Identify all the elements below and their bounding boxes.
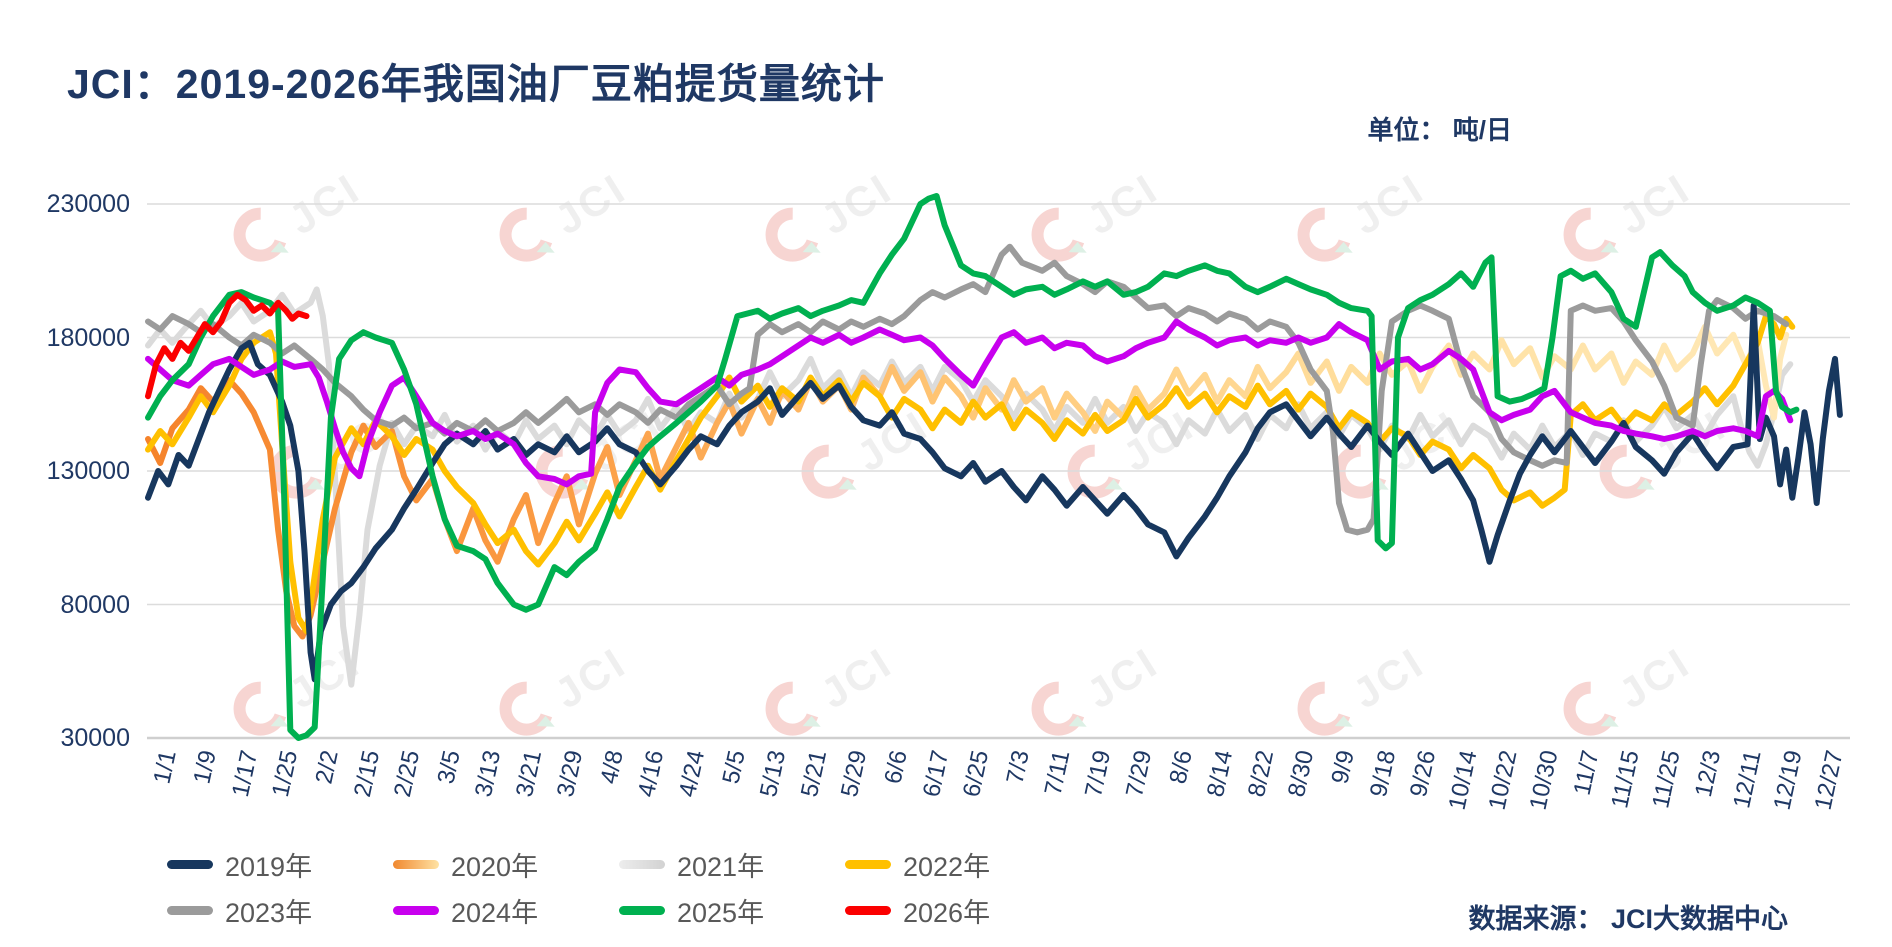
legend-item-2021年: 2021年 [619, 846, 845, 882]
series-line-2026年 [145, 291, 310, 400]
series-line-2021年 [145, 286, 1794, 688]
legend-item-2023年: 2023年 [167, 892, 393, 928]
legend-item-2019年: 2019年 [167, 846, 393, 882]
legend-swatch-2021年 [619, 859, 665, 869]
legend-swatch-2025年 [619, 905, 665, 915]
legend-label-2020年: 2020年 [451, 851, 539, 882]
legend-swatch-2026年 [845, 905, 891, 915]
legend-item-2022年: 2022年 [845, 846, 1071, 882]
page-title: JCI：2019-2026年我国油厂豆粕提货量统计 [67, 61, 885, 107]
series-line-2024年 [145, 318, 1794, 488]
legend-label-2019年: 2019年 [225, 851, 313, 882]
legend-label-2023年: 2023年 [225, 897, 313, 928]
legend: 2019年 2020年 2021年 2022年 2023年 2024年 2025年 2026年 [167, 846, 1071, 928]
legend-item-2024年: 2024年 [393, 892, 619, 928]
series-line-2022年 [145, 313, 1796, 635]
legend-label-2024年: 2024年 [451, 897, 539, 928]
legend-label-2026年: 2026年 [903, 897, 991, 928]
legend-swatch-2019年 [167, 859, 213, 869]
unit-label: 单位： 吨/日 [1367, 115, 1512, 145]
legend-label-2021年: 2021年 [677, 851, 765, 882]
legend-label-2025年: 2025年 [677, 897, 765, 928]
legend-swatch-2023年 [167, 905, 213, 915]
series-line-2020年 [145, 323, 1790, 640]
legend-swatch-2020年 [393, 859, 439, 869]
legend-item-2025年: 2025年 [619, 892, 845, 928]
series-line-2025年 [145, 193, 1800, 741]
legend-swatch-2024年 [393, 905, 439, 915]
legend-item-2026年: 2026年 [845, 892, 1071, 928]
legend-item-2020年: 2020年 [393, 846, 619, 882]
source-note: 数据来源： JCI大数据中心 [1468, 904, 1788, 934]
legend-swatch-2022年 [845, 859, 891, 869]
legend-label-2022年: 2022年 [903, 851, 991, 882]
